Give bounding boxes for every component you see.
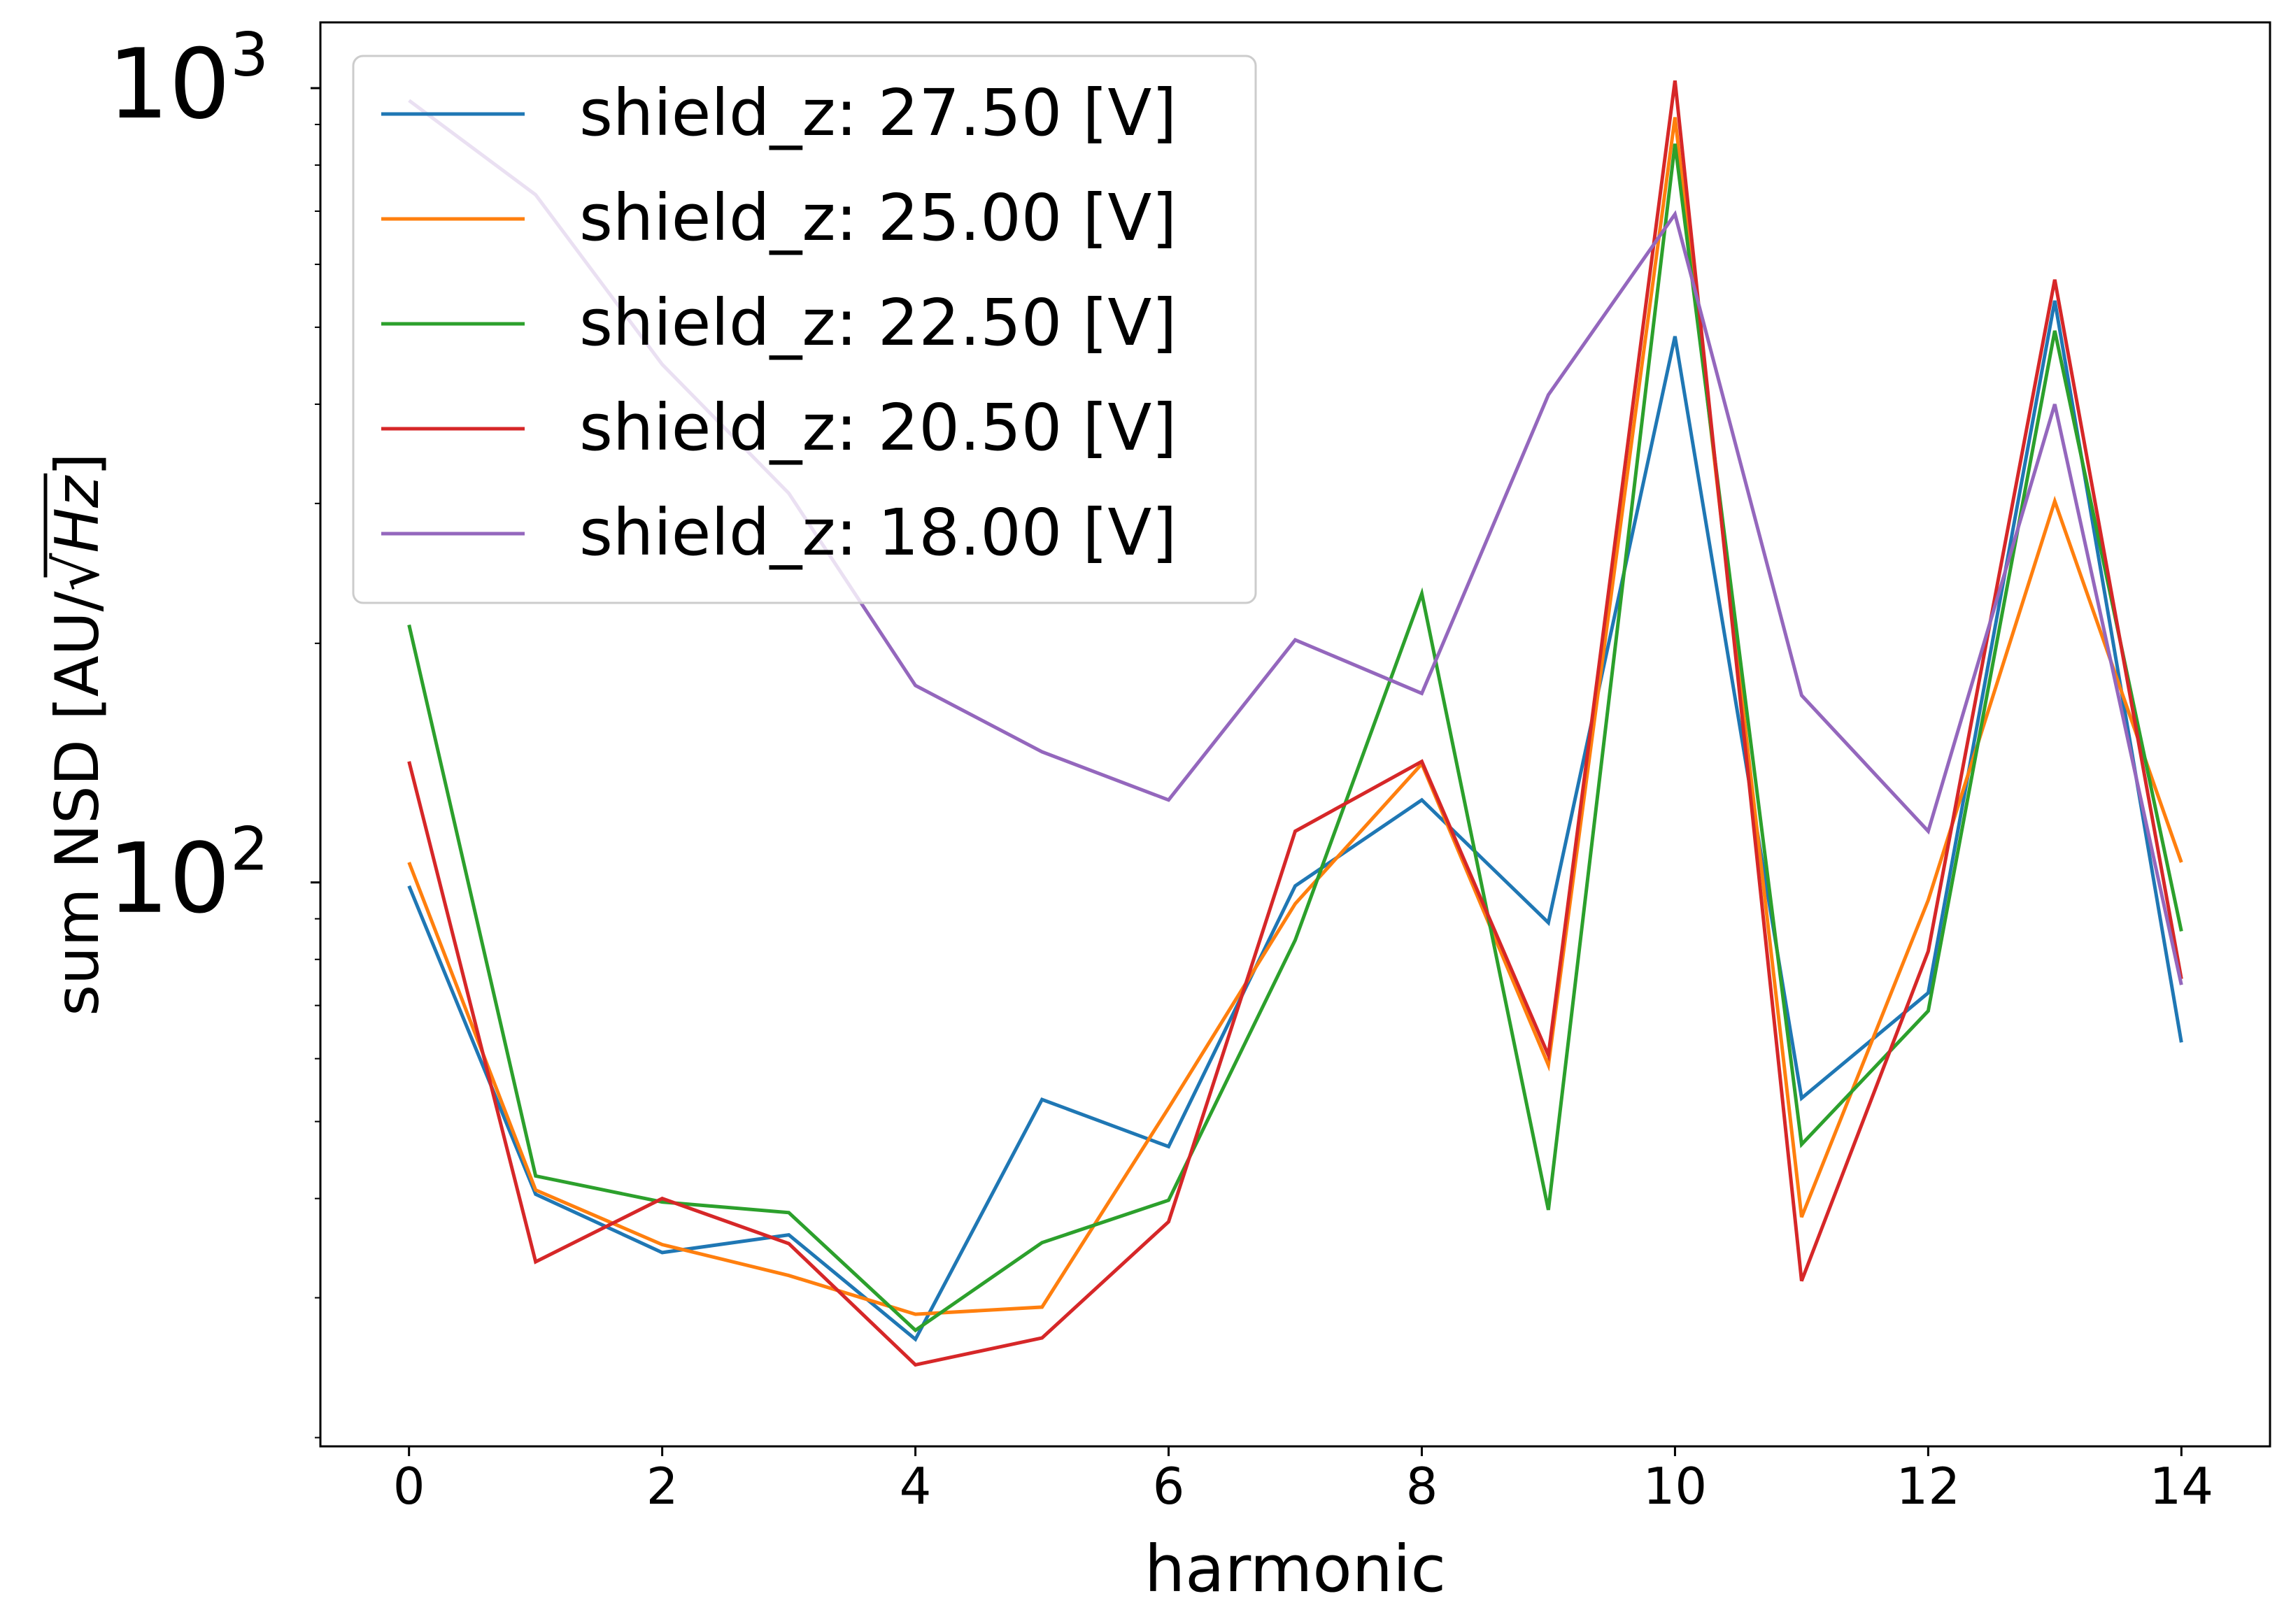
plot-frame	[319, 21, 2271, 1448]
y-axis-label-radical-sign: √	[43, 553, 113, 591]
x-tick-label: 14	[2150, 1457, 2214, 1516]
x-tick-label: 10	[1643, 1457, 1708, 1516]
y-axis: 102 103	[108, 20, 320, 1439]
y-axis-label-prefix: sum NSD [AU/	[43, 591, 113, 1016]
x-axis-label: harmonic	[1144, 1532, 1446, 1607]
x-axis: 0 2 4 6 8 10 12 14	[393, 1446, 2213, 1516]
svg-text:sum NSD [AU/√Hz]: sum NSD [AU/√Hz]	[43, 453, 113, 1016]
series-line-2	[407, 117, 2183, 1316]
x-tick-label: 8	[1406, 1457, 1438, 1516]
series-line-4	[407, 80, 2183, 1367]
x-tick-label: 2	[646, 1457, 679, 1516]
legend-label-4: shield_z: 20.50 [V]	[579, 390, 1177, 465]
legend-box	[352, 55, 1257, 604]
y-axis-label-suffix: ]	[43, 453, 113, 476]
series-lines	[407, 80, 2183, 1367]
legend-label-1: shield_z: 27.50 [V]	[579, 76, 1177, 150]
x-tick-label: 4	[900, 1457, 932, 1516]
legend-label-2: shield_z: 25.00 [V]	[579, 180, 1177, 255]
x-tick-label: 0	[393, 1457, 425, 1516]
series-line-1	[407, 300, 2183, 1342]
y-tick-label: 102	[108, 815, 269, 935]
y-axis-label-radicand: Hz	[43, 475, 113, 553]
series-line-3	[407, 143, 2183, 1333]
x-tick-label: 12	[1896, 1457, 1961, 1516]
x-tick-label: 6	[1153, 1457, 1185, 1516]
legend-label-5: shield_z: 18.00 [V]	[579, 495, 1177, 570]
y-tick-label: 103	[108, 20, 269, 141]
legend: shield_z: 27.50 [V] shield_z: 25.00 [V] sh…	[352, 55, 1257, 604]
legend-label-3: shield_z: 22.50 [V]	[579, 285, 1177, 360]
y-axis-label: sum NSD [AU/√Hz]	[43, 453, 113, 1016]
